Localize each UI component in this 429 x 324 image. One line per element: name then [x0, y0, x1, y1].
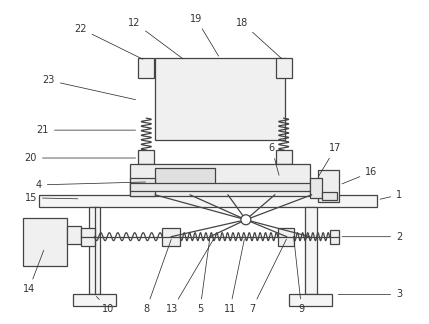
Text: 10: 10: [97, 296, 115, 314]
Bar: [66, 226, 81, 244]
Text: 7: 7: [249, 239, 287, 314]
Text: 1: 1: [380, 190, 402, 200]
Bar: [81, 228, 94, 246]
Text: 15: 15: [24, 193, 78, 203]
Bar: [329, 230, 339, 244]
Text: 5: 5: [197, 239, 210, 314]
Bar: [310, 178, 322, 198]
Text: 4: 4: [36, 180, 145, 190]
Bar: [317, 170, 339, 202]
Bar: [162, 228, 180, 246]
Bar: [130, 164, 310, 196]
Text: 20: 20: [24, 153, 136, 163]
Text: 6: 6: [269, 143, 279, 175]
Bar: [23, 218, 66, 266]
Text: 9: 9: [294, 239, 305, 314]
Text: 12: 12: [128, 17, 183, 59]
Bar: [155, 58, 285, 140]
Bar: [138, 150, 154, 164]
Circle shape: [241, 215, 251, 225]
Bar: [138, 58, 154, 78]
Bar: [289, 295, 332, 307]
Text: 8: 8: [143, 239, 171, 314]
Text: 23: 23: [42, 75, 136, 100]
Text: 18: 18: [236, 17, 282, 59]
Bar: [88, 207, 100, 295]
Bar: [155, 168, 215, 188]
Bar: [278, 228, 294, 246]
Bar: [322, 192, 338, 200]
Bar: [130, 183, 310, 191]
Text: 17: 17: [319, 143, 341, 176]
Bar: [305, 207, 317, 295]
Bar: [276, 58, 292, 78]
Bar: [39, 195, 377, 207]
Text: 11: 11: [224, 239, 244, 314]
Text: 22: 22: [74, 24, 143, 59]
Text: 16: 16: [342, 167, 378, 184]
Bar: [73, 295, 116, 307]
Bar: [130, 178, 155, 196]
Bar: [276, 150, 292, 164]
Text: 21: 21: [36, 125, 136, 135]
Text: 2: 2: [342, 232, 402, 242]
Text: 3: 3: [338, 289, 402, 299]
Text: 19: 19: [190, 14, 218, 56]
Text: 14: 14: [23, 250, 44, 295]
Text: 13: 13: [166, 239, 214, 314]
